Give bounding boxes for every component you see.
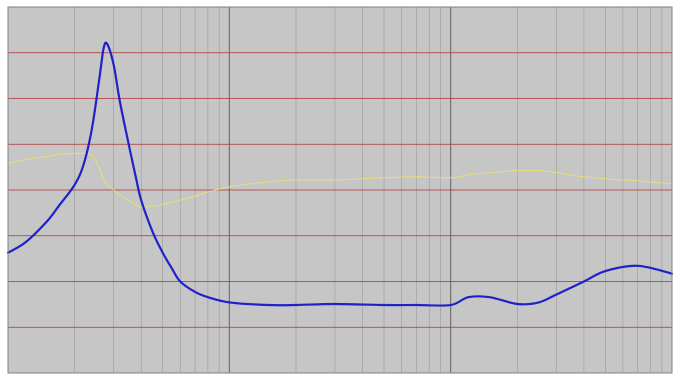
series-phase-line (7, 152, 673, 208)
plot-area-border (7, 6, 673, 374)
series-layer (6, 41, 674, 307)
grid-lines (8, 7, 672, 373)
series-magnitude-line (6, 41, 674, 307)
